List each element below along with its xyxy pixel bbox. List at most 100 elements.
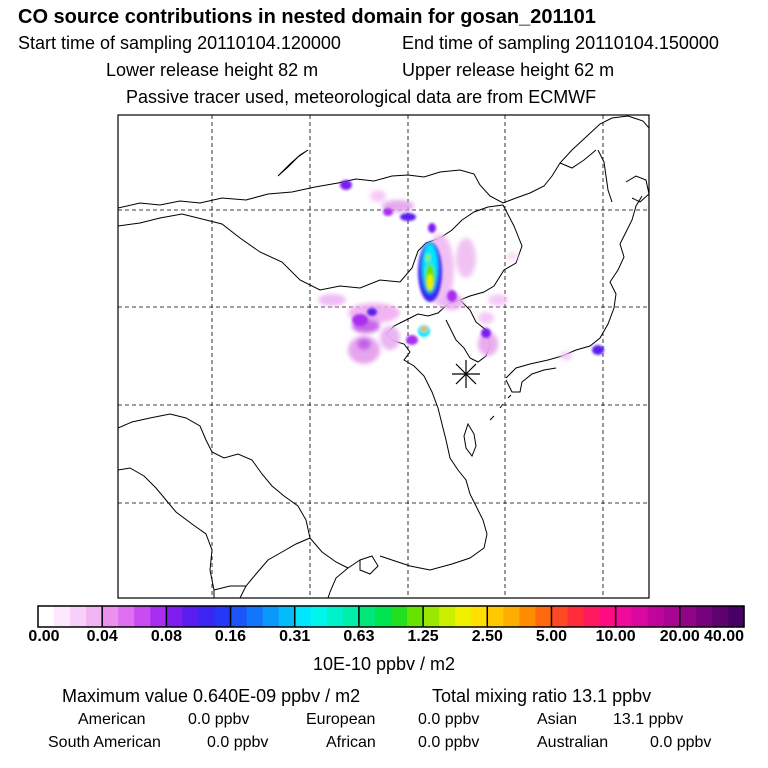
inner-border-southwest <box>118 413 311 539</box>
colorbar-cell <box>503 606 520 627</box>
colorbar-cell <box>310 606 328 627</box>
start-time-label: Start time of sampling 20110104.120000 <box>18 33 341 53</box>
colorbar-cell <box>150 606 167 627</box>
colorbar-cell <box>198 606 216 627</box>
japan-kyushu <box>505 367 557 393</box>
colorbar-tick-label: 2.50 <box>471 628 503 645</box>
colorbar-tick-label: 0.04 <box>86 628 118 645</box>
colorbar-cell <box>214 606 232 627</box>
receptor-asterisk <box>452 360 480 388</box>
colorbar-cell <box>407 606 424 627</box>
taiwan <box>463 422 477 458</box>
colorbar-tick-label: 0.16 <box>214 628 247 645</box>
colorbar-cell <box>487 606 504 627</box>
hokkaido <box>625 175 649 203</box>
vietnam-coast <box>327 559 361 598</box>
burma-border <box>213 585 246 591</box>
colorbar-cell <box>102 606 119 627</box>
colorbar-tick-label: 5.00 <box>535 628 568 645</box>
colorbar-cell <box>615 606 633 627</box>
coast-east-asia <box>118 115 649 209</box>
colorbar-cell <box>134 606 151 627</box>
colorbar-cell <box>695 606 713 627</box>
lake-baikal <box>277 149 309 177</box>
colorbar-tick-label: 20.00 <box>659 628 700 645</box>
upper-release-height-label: Upper release height 62 m <box>402 60 615 80</box>
colorbar-cell <box>182 606 200 627</box>
chart-title: CO source contributions in nested domain… <box>18 6 596 28</box>
region-european-value: 0.0 ppbv <box>418 711 480 728</box>
map-grid <box>118 115 649 598</box>
sea-of-okhotsk-coast <box>559 149 597 169</box>
region-australian-value: 0.0 ppbv <box>650 734 712 751</box>
colorbar-cell <box>519 606 537 627</box>
region-european-label: European <box>306 711 376 728</box>
colorbar-unit-label: 10E-10 ppbv / m2 <box>312 654 456 674</box>
region-american-value: 0.0 ppbv <box>188 711 250 728</box>
islands-ryukyu <box>489 394 512 421</box>
map-coastlines <box>118 115 649 598</box>
colorbar-cell <box>439 606 456 627</box>
sakhalin <box>597 149 613 203</box>
region-asian-label: Asian <box>537 711 578 728</box>
colorbar-cell <box>631 606 649 627</box>
colorbar-cell <box>278 606 296 627</box>
total-mixing-ratio-label: Total mixing ratio 13.1 ppbv <box>432 686 652 706</box>
colorbar-tick-label: 0.08 <box>150 628 182 645</box>
colorbar-cell <box>86 606 103 627</box>
laos-border <box>309 537 349 569</box>
colorbar <box>38 606 745 627</box>
colorbar-cell <box>342 606 360 627</box>
korea-peninsula <box>445 299 491 363</box>
mongolia-border <box>118 204 504 291</box>
colorbar-cell <box>166 606 184 627</box>
china-russia-border <box>447 204 523 305</box>
colorbar-tick-label: 0.31 <box>279 628 311 645</box>
colorbar-dividers <box>101 606 681 627</box>
max-value-label: Maximum value 0.640E-09 ppbv / m2 <box>62 686 361 706</box>
colorbar-cell <box>326 606 344 627</box>
region-australian-label: Australian <box>537 734 609 751</box>
region-south-american-value: 0.0 ppbv <box>207 734 269 751</box>
colorbar-cell <box>391 606 408 627</box>
inner-border-west <box>118 467 215 598</box>
colorbar-cell <box>647 606 665 627</box>
concentration-field <box>318 180 604 364</box>
lower-release-height-label: Lower release height 82 m <box>106 60 319 80</box>
colorbar-cell <box>358 606 376 627</box>
colorbar-frame <box>37 605 745 628</box>
colorbar-tick-label: 40.00 <box>703 628 745 645</box>
colorbar-cell <box>54 606 71 627</box>
colorbar-cell <box>118 606 135 627</box>
region-american-label: American <box>78 711 146 728</box>
japan-main <box>505 195 643 379</box>
colorbar-tick-label: 1.25 <box>407 628 439 645</box>
end-time-label: End time of sampling 20110104.150000 <box>402 33 719 53</box>
colorbar-cell <box>230 606 248 627</box>
colorbar-cell <box>599 606 617 627</box>
tracer-note: Passive tracer used, meteorological data… <box>126 87 597 107</box>
colorbar-cell <box>583 606 601 627</box>
colorbar-cell <box>262 606 280 627</box>
colorbar-cell <box>663 606 681 627</box>
region-african-label: African <box>326 734 376 751</box>
colorbar-tick-label: 0.63 <box>343 628 375 645</box>
hainan <box>359 555 379 575</box>
colorbar-cell <box>535 606 553 627</box>
colorbar-cell <box>471 606 488 627</box>
colorbar-cell <box>70 606 87 627</box>
colorbar-cell <box>423 606 440 627</box>
region-asian-value: 13.1 ppbv <box>613 711 684 728</box>
colorbar-cell <box>246 606 264 627</box>
colorbar-cell <box>374 606 392 627</box>
colorbar-cell <box>567 606 585 627</box>
map-frame <box>117 114 650 599</box>
colorbar-cell <box>551 606 569 627</box>
region-south-american-label: South American <box>48 734 161 751</box>
colorbar-tick-label: 0.00 <box>28 628 60 645</box>
colorbar-cell <box>727 606 745 627</box>
colorbar-cell <box>294 606 312 627</box>
colorbar-cell <box>711 606 729 627</box>
colorbar-cell <box>38 606 55 627</box>
